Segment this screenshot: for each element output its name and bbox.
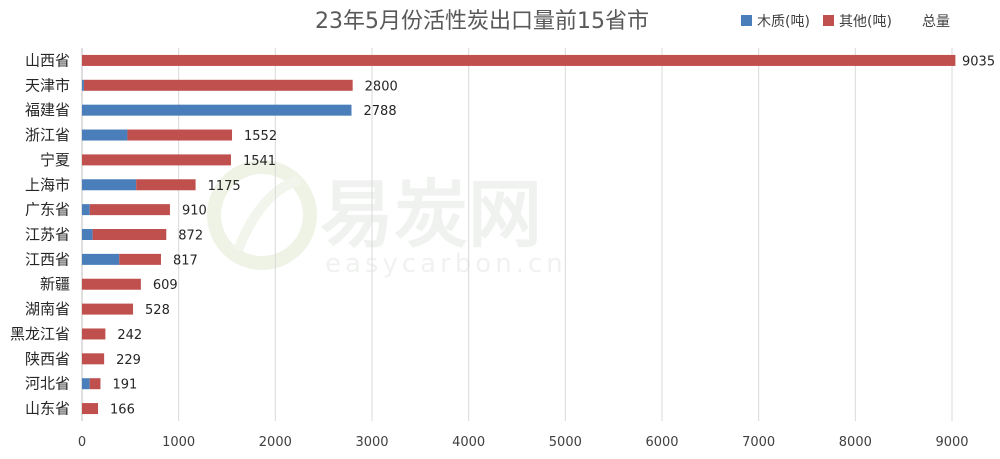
category-label: 宁夏	[40, 151, 70, 169]
category-label: 浙江省	[25, 126, 70, 144]
legend-label-total: 总量	[922, 14, 950, 30]
bar-other	[82, 278, 141, 290]
category-label: 江苏省	[25, 226, 70, 244]
bar-wood	[82, 179, 137, 191]
category-label: 江西省	[25, 250, 70, 268]
x-tick-label: 5000	[549, 435, 582, 450]
total-data-label: 242	[117, 328, 142, 343]
category-labels: 山西省天津市福建省浙江省宁夏上海市广东省江苏省江西省新疆湖南省黑龙江省陕西省河北…	[10, 51, 70, 417]
category-label: 陕西省	[25, 350, 70, 368]
bar-wood	[82, 229, 93, 240]
x-tick-label: 4000	[452, 435, 485, 450]
x-tick-label: 2000	[259, 435, 292, 450]
x-tick-label: 3000	[355, 435, 388, 450]
bar-other	[82, 303, 134, 315]
bar-other	[82, 403, 99, 415]
bars	[82, 54, 956, 415]
bar-wood	[82, 79, 84, 91]
x-tick-label: 0	[78, 435, 86, 450]
total-data-label: 2800	[365, 79, 398, 94]
bar-other	[92, 229, 167, 240]
bar-other	[89, 378, 101, 390]
total-data-label: 1541	[243, 154, 276, 169]
bar-other	[82, 328, 106, 340]
watermark-logo-icon	[207, 160, 317, 270]
watermark-domain: easycarbon.cn	[325, 249, 567, 279]
bar-other	[82, 54, 956, 66]
category-label: 新疆	[40, 275, 70, 293]
bar-wood	[82, 204, 90, 216]
category-label: 广东省	[25, 201, 70, 219]
total-data-label: 872	[178, 229, 203, 244]
category-label: 上海市	[25, 176, 70, 194]
bar-other	[82, 154, 231, 166]
bar-other	[136, 179, 196, 191]
legend-label-other: 其他(吨)	[839, 14, 892, 30]
bar-wood	[82, 129, 128, 141]
x-tick-labels: 0 1000 2000 3000 4000 5000 6000 7000 8000 9000	[78, 435, 969, 450]
bar-other	[89, 204, 170, 216]
total-data-label: 2788	[364, 104, 397, 119]
bar-other	[119, 253, 161, 265]
data-labels: 9035280027881552154111759108728176095282…	[110, 54, 995, 417]
x-tick-label: 9000	[935, 435, 968, 450]
category-label: 湖南省	[25, 300, 70, 318]
bar-other	[127, 129, 233, 141]
category-label: 河北省	[25, 375, 70, 393]
x-tick-label: 6000	[645, 435, 678, 450]
bar-wood	[82, 378, 90, 390]
total-data-label: 1552	[244, 129, 277, 144]
total-data-label: 191	[112, 378, 137, 393]
x-tick-label: 8000	[839, 435, 872, 450]
bar-other	[83, 79, 353, 91]
total-data-label: 229	[116, 353, 141, 368]
legend-swatch-wood	[741, 15, 752, 26]
total-data-label: 528	[145, 303, 170, 318]
bar-wood	[82, 104, 352, 116]
total-data-label: 9035	[962, 54, 995, 69]
total-data-label: 609	[153, 278, 178, 293]
total-data-label: 817	[173, 253, 198, 268]
total-data-label: 166	[110, 403, 135, 418]
category-label: 黑龙江省	[10, 325, 70, 343]
category-label: 山西省	[25, 51, 70, 69]
legend-label-wood: 木质(吨)	[757, 14, 810, 30]
bar-other	[82, 353, 105, 365]
x-tick-label: 7000	[742, 435, 775, 450]
category-label: 天津市	[25, 76, 70, 94]
chart-title: 23年5月份活性炭出口量前15省市	[315, 9, 649, 34]
category-label: 福建省	[25, 101, 70, 119]
legend: 木质(吨) 其他(吨) 总量	[741, 14, 950, 30]
watermark: 易炭网 easycarbon.cn	[207, 160, 567, 279]
watermark-brand: 易炭网	[320, 172, 542, 258]
total-data-label: 910	[182, 204, 207, 219]
category-label: 山东省	[25, 400, 70, 418]
bar-wood	[82, 253, 120, 265]
total-data-label: 1175	[208, 179, 241, 194]
x-tick-label: 1000	[162, 435, 195, 450]
legend-swatch-other	[823, 15, 834, 26]
